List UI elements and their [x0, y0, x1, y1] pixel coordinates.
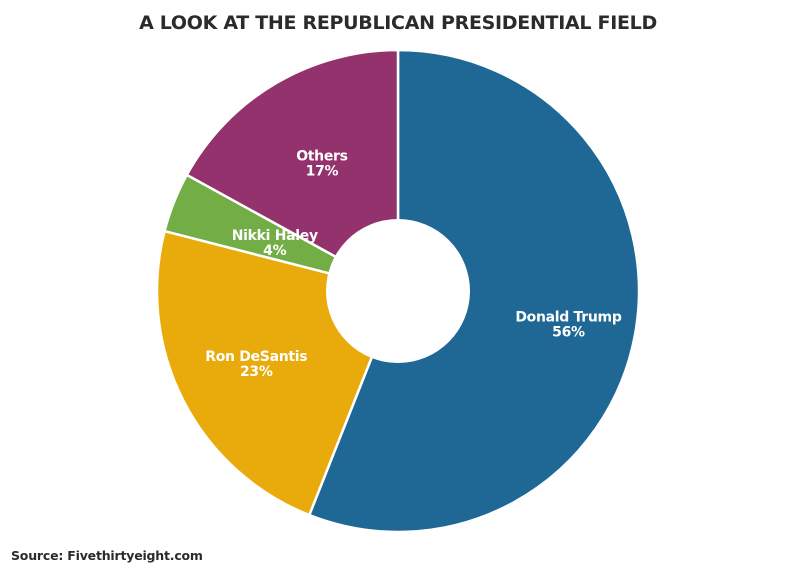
slice-value-label: 56% [552, 325, 585, 341]
slice-others [185, 48, 400, 294]
slice-label: Nikki Haley [232, 228, 318, 244]
slice-label: Donald Trump [515, 310, 622, 326]
slice-value-label: 23% [240, 364, 273, 380]
source-note: Source: Fivethirtyeight.com [11, 548, 203, 563]
slice-value-label: 4% [263, 243, 286, 259]
chart-title: A LOOK AT THE REPUBLICAN PRESIDENTIAL FI… [139, 12, 657, 34]
slice-value-label: 17% [306, 163, 339, 179]
donut-hole [326, 219, 470, 363]
slices-group [155, 48, 641, 534]
slice-label: Others [296, 148, 348, 164]
slice-label: Ron DeSantis [205, 349, 307, 365]
slice-donald-trump [307, 48, 641, 534]
